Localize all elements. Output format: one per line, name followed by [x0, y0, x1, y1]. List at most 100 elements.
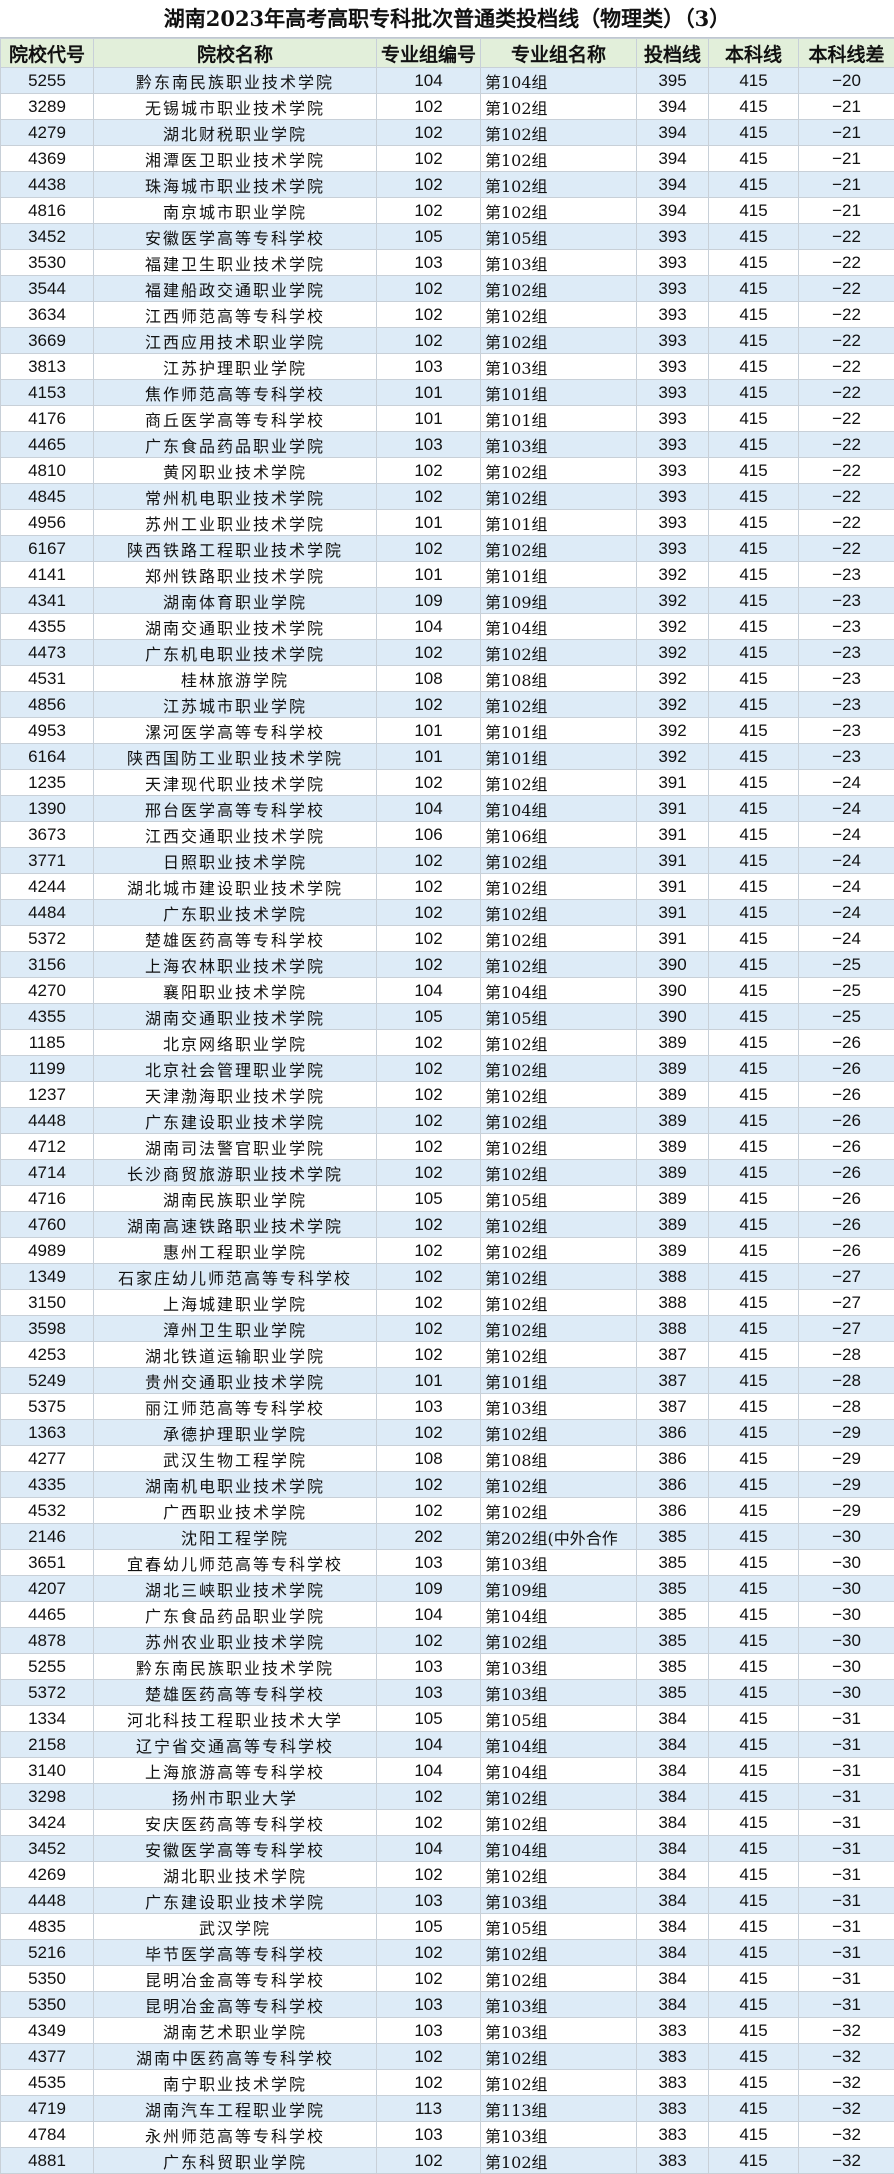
cell-line-diff: −31 — [799, 1758, 894, 1784]
cell-school-code: 3669 — [1, 328, 94, 354]
cell-group-name: 第102组 — [481, 1056, 637, 1082]
cell-cutoff-score: 393 — [637, 224, 709, 250]
cell-school-code: 1185 — [1, 1030, 94, 1056]
cell-group-name: 第102组 — [481, 1290, 637, 1316]
cell-school-code: 4279 — [1, 120, 94, 146]
cell-cutoff-score: 384 — [637, 1784, 709, 1810]
table-title: 湖南2023年高考高职专科批次普通类投档线（物理类）（3） — [0, 0, 894, 38]
cell-school-code: 3544 — [1, 276, 94, 302]
cell-cutoff-score: 392 — [637, 588, 709, 614]
cell-cutoff-score: 392 — [637, 640, 709, 666]
cell-cutoff-score: 395 — [637, 68, 709, 94]
cell-undergrad-line: 415 — [709, 1836, 799, 1862]
cell-group-name: 第105组 — [481, 224, 637, 250]
cell-undergrad-line: 415 — [709, 1992, 799, 2018]
cell-line-diff: −22 — [799, 458, 894, 484]
cell-group-name: 第105组 — [481, 1186, 637, 1212]
cell-school-code: 4531 — [1, 666, 94, 692]
cell-school-name: 湖南司法警官职业学院 — [94, 1134, 377, 1160]
cell-group-name: 第102组 — [481, 1784, 637, 1810]
cell-school-code: 4176 — [1, 406, 94, 432]
cell-school-code: 4845 — [1, 484, 94, 510]
cell-school-code: 2158 — [1, 1732, 94, 1758]
cell-line-diff: −23 — [799, 744, 894, 770]
cell-school-name: 日照职业技术学院 — [94, 848, 377, 874]
cell-undergrad-line: 415 — [709, 822, 799, 848]
cell-group-name: 第103组 — [481, 1654, 637, 1680]
cell-group-code: 105 — [377, 1004, 481, 1030]
cell-cutoff-score: 383 — [637, 2148, 709, 2174]
cell-cutoff-score: 393 — [637, 432, 709, 458]
cell-line-diff: −32 — [799, 2018, 894, 2044]
cell-school-name: 楚雄医药高等专科学校 — [94, 926, 377, 952]
cell-school-name: 湖南交通职业技术学院 — [94, 1004, 377, 1030]
cell-undergrad-line: 415 — [709, 1420, 799, 1446]
cell-school-code: 1235 — [1, 770, 94, 796]
cell-cutoff-score: 387 — [637, 1394, 709, 1420]
cell-group-code: 105 — [377, 1186, 481, 1212]
cell-group-name: 第102组 — [481, 2044, 637, 2070]
cell-school-code: 1349 — [1, 1264, 94, 1290]
cell-undergrad-line: 415 — [709, 458, 799, 484]
cell-group-name: 第103组 — [481, 1550, 637, 1576]
cell-cutoff-score: 389 — [637, 1238, 709, 1264]
cell-cutoff-score: 393 — [637, 484, 709, 510]
cell-line-diff: −26 — [799, 1212, 894, 1238]
cell-school-name: 广东食品药品职业学院 — [94, 432, 377, 458]
cell-line-diff: −32 — [799, 2122, 894, 2148]
cell-undergrad-line: 415 — [709, 562, 799, 588]
cell-group-code: 105 — [377, 1706, 481, 1732]
cell-group-code: 102 — [377, 900, 481, 926]
header-row: 院校代号 院校名称 专业组编号 专业组名称 投档线 本科线 本科线差 — [1, 39, 894, 68]
cell-school-name: 漳州卫生职业学院 — [94, 1316, 377, 1342]
cell-line-diff: −31 — [799, 1966, 894, 1992]
cell-school-name: 上海城建职业学院 — [94, 1290, 377, 1316]
cell-undergrad-line: 415 — [709, 1706, 799, 1732]
cell-undergrad-line: 415 — [709, 1940, 799, 1966]
cell-school-code: 4956 — [1, 510, 94, 536]
cell-line-diff: −29 — [799, 1420, 894, 1446]
cell-group-code: 102 — [377, 1212, 481, 1238]
cell-cutoff-score: 391 — [637, 822, 709, 848]
cell-line-diff: −23 — [799, 640, 894, 666]
cell-group-code: 102 — [377, 1628, 481, 1654]
cell-group-code: 102 — [377, 692, 481, 718]
cell-line-diff: −26 — [799, 1134, 894, 1160]
cell-group-code: 102 — [377, 328, 481, 354]
cell-cutoff-score: 388 — [637, 1264, 709, 1290]
cell-cutoff-score: 393 — [637, 354, 709, 380]
cell-cutoff-score: 388 — [637, 1290, 709, 1316]
cell-undergrad-line: 415 — [709, 1342, 799, 1368]
cell-line-diff: −22 — [799, 380, 894, 406]
cell-undergrad-line: 415 — [709, 1732, 799, 1758]
cell-line-diff: −21 — [799, 198, 894, 224]
cell-school-name: 湖北城市建设职业技术学院 — [94, 874, 377, 900]
cell-school-code: 3156 — [1, 952, 94, 978]
cell-school-name: 陕西国防工业职业技术学院 — [94, 744, 377, 770]
cell-school-name: 广东建设职业技术学院 — [94, 1888, 377, 1914]
cell-line-diff: −29 — [799, 1498, 894, 1524]
cell-cutoff-score: 384 — [637, 1732, 709, 1758]
cell-cutoff-score: 390 — [637, 978, 709, 1004]
cell-school-name: 苏州工业职业技术学院 — [94, 510, 377, 536]
cell-group-code: 102 — [377, 172, 481, 198]
cell-school-code: 4532 — [1, 1498, 94, 1524]
cell-undergrad-line: 415 — [709, 432, 799, 458]
cell-line-diff: −24 — [799, 900, 894, 926]
cell-group-code: 104 — [377, 1758, 481, 1784]
cell-cutoff-score: 389 — [637, 1030, 709, 1056]
cell-group-code: 108 — [377, 1446, 481, 1472]
cell-cutoff-score: 384 — [637, 1836, 709, 1862]
cell-line-diff: −31 — [799, 1992, 894, 2018]
cell-group-name: 第104组 — [481, 978, 637, 1004]
